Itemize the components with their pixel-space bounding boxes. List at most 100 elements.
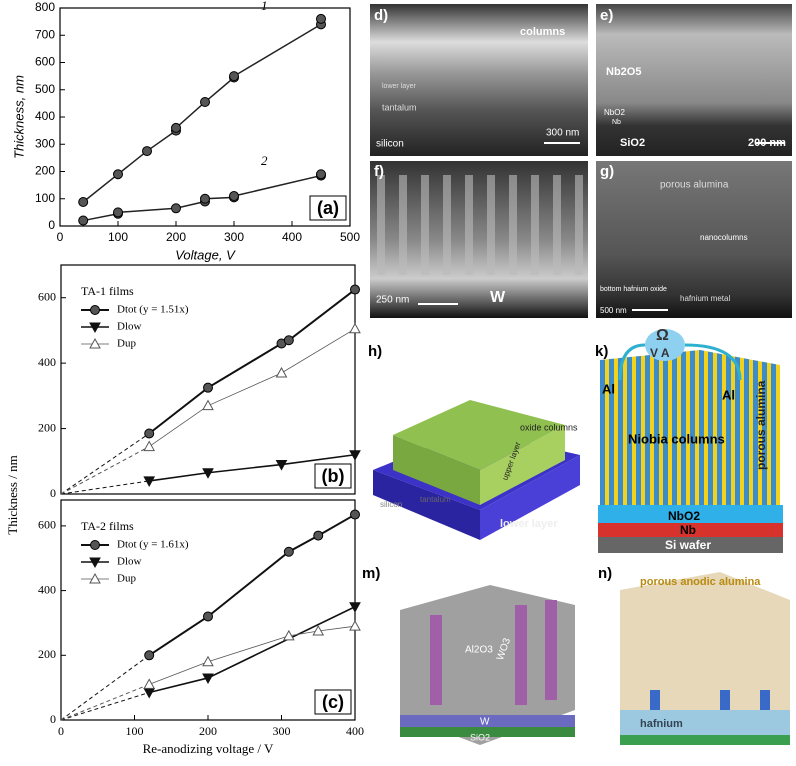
panel-annotation: NbO2	[604, 108, 625, 117]
marker	[89, 322, 101, 334]
y-tick-label: 0	[50, 712, 56, 726]
sem-columns	[370, 175, 588, 275]
plot-frame	[60, 264, 356, 495]
marker	[200, 193, 210, 204]
panel-label-box: (c)	[314, 689, 352, 715]
panel-label-box: (b)	[314, 463, 352, 489]
alumina-block	[400, 585, 575, 745]
y-tick-label: 600	[38, 518, 56, 532]
panel-label: (a)	[317, 198, 339, 218]
y-axis-label: Thickness / nm	[5, 455, 20, 534]
upper-layer	[393, 400, 565, 470]
panel-label: k)	[595, 343, 608, 360]
y-tick-label: 500	[35, 82, 55, 96]
x-tick-label: 100	[108, 230, 128, 244]
hafnium-oxide	[720, 690, 730, 710]
panel-annotation: tantalum	[420, 495, 451, 504]
panel-annotation: hafnium	[640, 718, 683, 730]
marker	[89, 557, 101, 569]
series-line	[82, 18, 322, 203]
marker	[78, 215, 89, 226]
panel-annotation: Ω	[656, 327, 669, 344]
marker	[202, 673, 214, 684]
marker	[202, 655, 214, 667]
series-line	[148, 328, 356, 447]
hafnium-oxide	[650, 690, 660, 710]
series-label: 1	[261, 0, 268, 13]
panel-annotation: Al	[602, 381, 615, 396]
panel-annotation: NbO2	[668, 509, 700, 523]
panel-label: m)	[362, 565, 380, 582]
y-tick-label: 200	[38, 647, 56, 661]
wo3-column	[545, 600, 557, 700]
origin-extension	[60, 433, 150, 495]
sem-image	[370, 4, 588, 156]
x-tick-label: 0	[58, 724, 64, 738]
upper-layer	[393, 435, 480, 505]
x-tick-label: 400	[346, 724, 364, 738]
wo3-column	[430, 615, 442, 705]
chart: 0 200 400 600 Thickness / nm (b) Dtot (y = 1.5…	[5, 264, 356, 535]
panel-label: (c)	[322, 692, 344, 712]
x-tick-label: 200	[166, 230, 186, 244]
x-axis-label: Re-anodizing voltage / V	[143, 741, 274, 756]
panel-annotation: 250 nm	[376, 295, 409, 306]
marker	[144, 428, 155, 439]
panel-label: (b)	[322, 466, 345, 486]
marker	[229, 191, 239, 202]
x-tick-label: 0	[57, 230, 64, 244]
marker	[349, 602, 361, 613]
marker	[144, 650, 155, 661]
marker	[90, 305, 100, 315]
y-tick-label: 800	[35, 0, 55, 14]
series-line	[149, 606, 356, 694]
marker	[89, 572, 101, 584]
marker	[316, 13, 326, 24]
origin-extension	[60, 480, 150, 495]
series-line	[148, 513, 356, 657]
panel-label-frame	[309, 195, 347, 221]
panel-annotation: Nb2O5	[606, 66, 641, 78]
marker	[313, 530, 324, 541]
meter	[645, 329, 685, 361]
panel-label: g)	[600, 163, 614, 180]
x-tick-label: 500	[340, 230, 360, 244]
panel-annotation: Nb	[612, 119, 621, 126]
alumina-block	[620, 572, 790, 745]
marker	[316, 169, 326, 180]
legend-label: Dup	[117, 573, 136, 585]
y-tick-label: 300	[35, 136, 55, 150]
panel-annotation: W	[480, 717, 490, 728]
y-tick-label: 0	[50, 486, 56, 500]
y-tick-label: 400	[38, 582, 56, 596]
panel-annotation: 300 nm	[546, 128, 579, 139]
marker	[203, 382, 213, 393]
panel-annotation: W	[490, 289, 506, 306]
block-side	[480, 455, 580, 540]
panel-annotation: Al	[722, 387, 735, 402]
y-tick-label: 200	[38, 420, 56, 434]
panel-annotation: oxide columns	[520, 422, 578, 432]
panel-label: e)	[600, 7, 613, 24]
marker	[113, 207, 123, 218]
marker	[78, 197, 89, 208]
marker	[283, 629, 295, 641]
panel-annotation: porous alumina	[660, 180, 729, 191]
marker	[275, 460, 288, 471]
scale-bar	[632, 309, 668, 311]
marker	[113, 169, 123, 180]
block-side	[373, 470, 480, 540]
legend-label: Dtot (y = 1.51x)	[117, 304, 189, 316]
panel-label: h)	[368, 343, 382, 360]
marker	[349, 450, 361, 461]
panel-annotation: lower layer	[382, 83, 417, 90]
panel-label-box: (a)	[309, 195, 347, 221]
upper-layer	[480, 425, 565, 505]
panel-annotation: hafnium metal	[680, 294, 730, 303]
origin-extension	[60, 654, 150, 721]
legend-label: Dtot (y = 1.61x)	[117, 539, 189, 551]
panel-annotation: SiO2	[470, 732, 490, 742]
scale-bar	[544, 142, 580, 144]
x-tick-label: 300	[224, 230, 244, 244]
